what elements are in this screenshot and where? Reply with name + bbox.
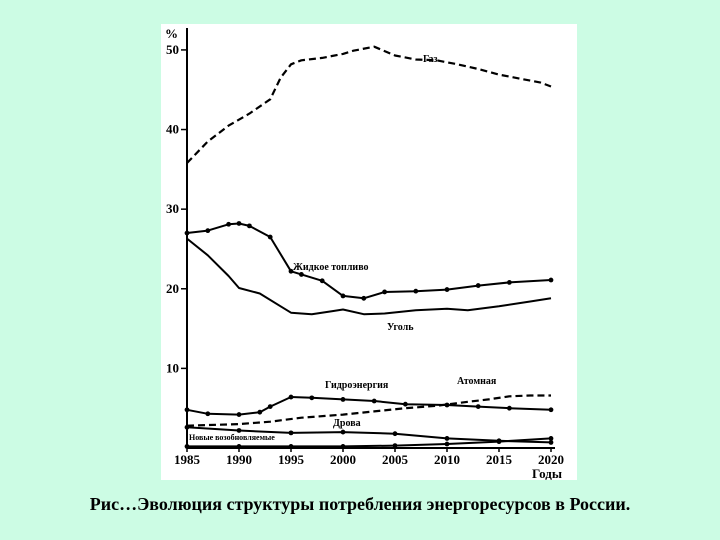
energy-consumption-chart: 10 20 30 40 50% 1985 1990 1995 2000 2005 2010 2015 2… (165, 26, 564, 480)
x-tick-label: 2000 (330, 452, 356, 467)
data-point (392, 431, 398, 437)
series-label: Газ (423, 54, 438, 65)
series-line-2 (186, 237, 552, 316)
x-tick-label: 1995 (278, 452, 305, 467)
data-point (267, 234, 273, 240)
data-point (236, 428, 242, 433)
data-point (548, 277, 554, 283)
data-point (340, 444, 346, 449)
series-label: Новые возобновляемые (189, 433, 275, 442)
series-label: Уголь (387, 322, 414, 333)
data-point (288, 394, 294, 400)
data-point (205, 228, 211, 234)
data-point (548, 407, 554, 413)
data-point (288, 444, 294, 449)
data-point (205, 411, 211, 417)
data-point (444, 287, 450, 292)
data-point (299, 272, 304, 277)
data-point (236, 221, 242, 226)
x-tick-label: 2010 (434, 452, 460, 467)
series-label: Жидкое топливо (293, 262, 369, 273)
data-point (267, 404, 273, 409)
x-axis-label: Годы (532, 466, 562, 480)
data-point (475, 283, 481, 288)
data-point (371, 398, 377, 404)
y-tick-label: 50 (166, 42, 179, 57)
x-tick-label: 1990 (226, 452, 252, 467)
y-tick-label: 40 (166, 122, 179, 137)
x-tick-label: 2005 (382, 452, 409, 467)
x-tick-label: 1985 (174, 452, 201, 467)
data-point (184, 407, 190, 413)
x-tick-label: 2020 (538, 452, 564, 467)
data-point (475, 404, 481, 409)
data-point (507, 280, 512, 285)
data-point (236, 444, 242, 449)
x-tick-label: 2015 (486, 452, 513, 467)
data-point (361, 295, 367, 301)
data-point (309, 395, 315, 401)
series-line-1 (186, 222, 552, 300)
data-point (548, 440, 554, 445)
series-label: Дрова (333, 418, 361, 429)
data-point (413, 288, 419, 294)
series-line-5 (186, 426, 552, 444)
data-point (319, 278, 325, 284)
data-point (392, 443, 398, 449)
data-point (444, 441, 450, 447)
data-point (184, 230, 190, 236)
series-label: Гидроэнергия (325, 380, 389, 391)
data-point (257, 409, 263, 415)
y-tick-label: 30 (166, 201, 179, 216)
data-point (340, 397, 346, 402)
data-point (226, 221, 231, 227)
data-point (507, 405, 512, 411)
chart-panel: 10 20 30 40 50% 1985 1990 1995 2000 2005 2010 2015 2… (161, 24, 577, 480)
figure-caption: Рис…Эволюция структуры потребления энерг… (89, 494, 631, 514)
y-tick-label: 10 (166, 360, 179, 375)
series-label: Атомная (457, 376, 497, 387)
data-point (403, 401, 408, 407)
data-point (548, 436, 554, 441)
data-point (382, 289, 387, 295)
data-point (444, 436, 450, 441)
data-point (340, 293, 346, 299)
data-point (288, 268, 294, 274)
data-point (247, 223, 252, 229)
data-point (496, 439, 502, 445)
data-point (184, 424, 190, 430)
series-line-6 (187, 437, 552, 448)
data-point (184, 444, 190, 449)
data-point (236, 412, 242, 417)
data-point (288, 430, 294, 436)
series-line-4 (186, 394, 551, 427)
series-line-3 (186, 396, 552, 416)
data-point (340, 429, 346, 435)
y-axis-label: % (165, 26, 178, 41)
series-line-0 (186, 45, 552, 164)
y-tick-label: 20 (166, 281, 179, 296)
